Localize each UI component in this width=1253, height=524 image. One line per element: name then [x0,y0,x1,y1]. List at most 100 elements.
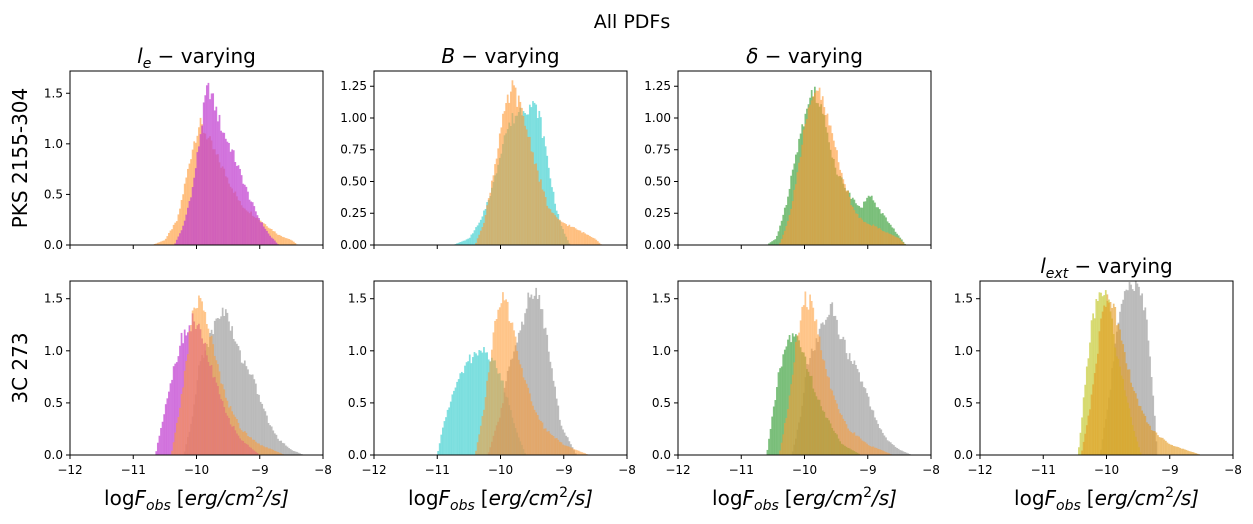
bar [1119,329,1121,455]
bar [845,424,848,455]
bar [859,381,862,455]
bar [566,446,569,455]
panel-delta_pks: 0.00 0.25 0.50 0.75 1.00 1.25 δ − varying [644,44,932,252]
bar [473,230,476,245]
xtick-label: −9 [251,463,269,477]
bar [188,331,191,455]
bar [232,338,235,455]
bar [273,433,276,455]
bar [850,432,853,455]
x-axis-label: logFobs [erg/cm2/s] [408,485,593,514]
xtick-label: −9 [555,463,573,477]
bar [1131,387,1134,455]
panel-B_3c: 0.0 0.5 1.0 1.5 −12 −11 −10 −9 −8 logFobs [erg/cm2… [348,280,636,514]
bar [897,448,900,455]
bar [907,453,910,455]
bar [870,195,873,245]
bar [201,125,203,245]
panel-title: δ − varying [746,44,863,68]
panel-title: B − varying [441,44,559,68]
bar [1169,444,1172,455]
bar [269,425,271,455]
bar [188,201,191,245]
bar [880,449,883,455]
bar [242,183,245,245]
bar [479,230,482,245]
bar [815,319,818,455]
bar [844,339,846,455]
ytick-label: 0.25 [340,206,367,220]
bar [179,345,181,455]
bar [251,202,254,245]
bar [551,212,553,245]
series-full [779,87,906,245]
ytick-label: 1.0 [954,344,973,358]
bar [875,447,878,455]
bar [519,101,522,245]
bar [193,177,196,245]
bar [1142,310,1145,455]
xtick-label: −9 [859,463,877,477]
bar [787,221,789,245]
bar [1128,369,1131,455]
bar [264,411,267,455]
bar [546,334,549,455]
bar [538,110,541,245]
bar [787,409,789,455]
bar [577,450,580,455]
bar [826,376,829,455]
bar [801,144,804,245]
bar [476,238,479,245]
bar [880,229,883,245]
ytick-label: 0.5 [652,396,671,410]
bar [899,239,902,245]
xtick-label: −8 [1224,463,1242,477]
bar [889,442,892,455]
bar [185,361,188,455]
bar [888,453,891,455]
bar [810,300,813,455]
bar [527,387,530,455]
bar [183,183,186,245]
bar [568,224,571,245]
bar [478,434,481,455]
bar [1147,423,1150,455]
bar [198,146,200,245]
bar [498,133,501,245]
bar [547,351,550,455]
bar [456,243,458,245]
bar [867,195,870,245]
bar [1168,443,1170,455]
bar [779,450,781,455]
bar [863,387,865,455]
bar [158,242,161,245]
bar [858,217,860,245]
bar [237,346,240,455]
bar [272,430,275,455]
bar [562,222,564,245]
bar [256,394,259,455]
bar [878,209,881,245]
bar [842,418,845,455]
bar [294,243,297,245]
bars-lext_3c [1078,281,1202,455]
bar [522,377,525,455]
bar [785,225,788,245]
bar [1114,307,1117,455]
bar [250,374,252,455]
bar [793,362,796,455]
bar [1081,450,1083,455]
bar [527,292,530,455]
bar [1085,366,1088,455]
panel-delta_3c: 0.0 0.5 1.0 1.5 −12 −11 −10 −9 −8 logFobs [erg/cm2… [652,280,940,514]
bar [283,443,286,455]
bar [809,104,811,245]
bar [289,449,292,455]
bar [885,452,887,455]
bar [1081,417,1083,455]
bar [883,231,886,245]
bar [273,450,276,455]
bar [543,191,545,245]
bar [1155,432,1158,455]
bar [1182,448,1185,455]
